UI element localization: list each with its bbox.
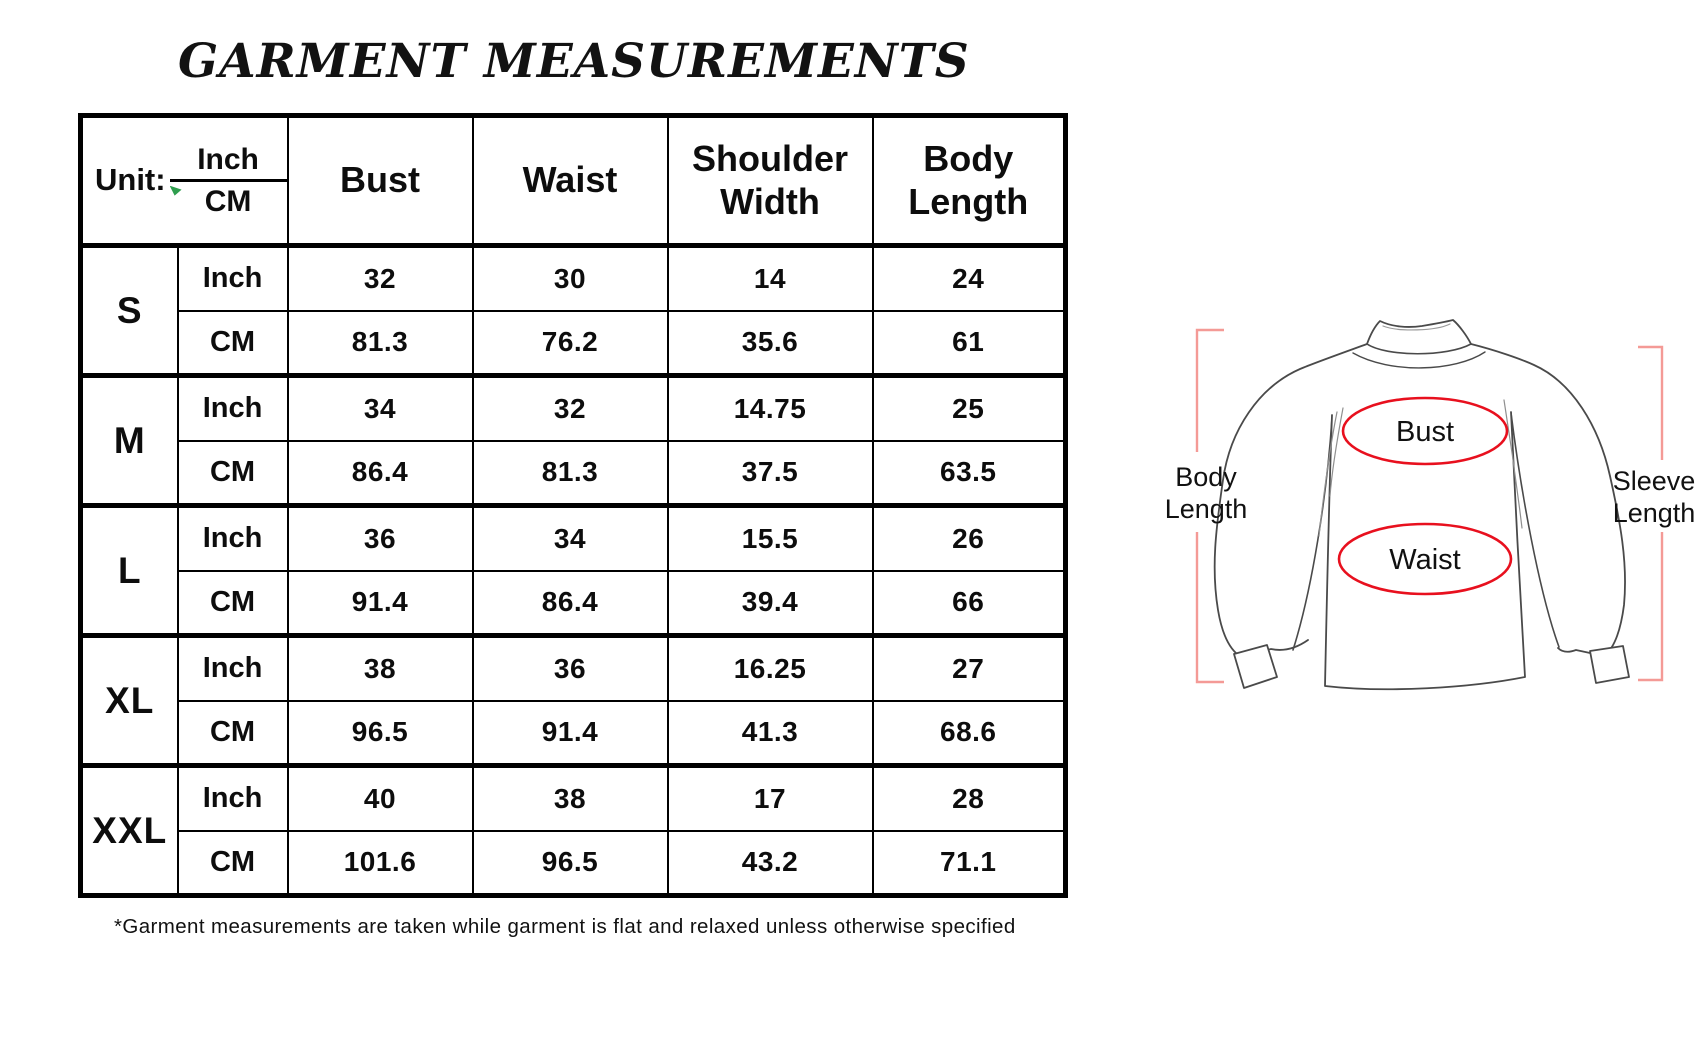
cell-value: 86.4	[471, 569, 669, 637]
cell-value: 14	[666, 243, 874, 312]
body-length-bracket	[1195, 328, 1224, 684]
unit-cell: Unit: Inch CM	[79, 114, 289, 247]
cell-value: 76.2	[471, 309, 669, 377]
sleeve-length-label: Length	[1613, 498, 1696, 528]
bust-label: Bust	[1396, 416, 1454, 448]
size-label-s: S	[79, 243, 179, 377]
cell-value: 101.6	[286, 829, 474, 897]
cell-value: 91.4	[286, 569, 474, 637]
cell-value: 39.4	[666, 569, 874, 637]
cell-value: 41.3	[666, 699, 874, 767]
cell-value: 36	[286, 503, 474, 572]
cell-value: 32	[286, 243, 474, 312]
cell-value: 71.1	[871, 829, 1067, 897]
cell-value: 96.5	[286, 699, 474, 767]
body-length-label: Length	[1165, 494, 1248, 524]
row-unit-cm: CM	[176, 309, 289, 377]
cell-value: 63.5	[871, 439, 1067, 507]
row-unit-inch: Inch	[176, 763, 289, 832]
sleeve-length-label: Sleeve	[1613, 466, 1696, 496]
size-label-xxl: XXL	[79, 763, 179, 897]
measurement-disclaimer: *Garment measurements are taken while ga…	[114, 915, 1016, 938]
cell-value: 38	[471, 763, 669, 832]
unit-cm-label: CM	[204, 185, 252, 218]
cell-value: 26	[871, 503, 1067, 572]
row-unit-inch: Inch	[176, 633, 289, 702]
cell-value: 81.3	[286, 309, 474, 377]
cell-value: 35.6	[666, 309, 874, 377]
row-unit-inch: Inch	[176, 243, 289, 312]
cell-value: 27	[871, 633, 1067, 702]
cell-value: 24	[871, 243, 1067, 312]
cell-value: 30	[471, 243, 669, 312]
row-unit-inch: Inch	[176, 503, 289, 572]
seam-detail	[1318, 411, 1338, 537]
cell-value: 36	[471, 633, 669, 702]
green-arrow-icon	[169, 185, 182, 196]
size-label-xl: XL	[79, 633, 179, 767]
garment-diagram: Bust Waist Body Length Sleeve Length	[1165, 319, 1696, 691]
table-row: CM 86.4 81.3 37.5 63.5	[81, 439, 1067, 507]
size-label-m: M	[79, 373, 179, 507]
unit-label: Unit:	[95, 162, 166, 198]
table-row: CM 101.6 96.5 43.2 71.1	[81, 829, 1067, 897]
column-header-bust: Bust	[286, 114, 474, 247]
cell-value: 96.5	[471, 829, 669, 897]
seam-detail	[1329, 407, 1344, 497]
cell-value: 61	[871, 309, 1067, 377]
cell-value: 86.4	[286, 439, 474, 507]
table-row: CM 81.3 76.2 35.6 61	[81, 309, 1067, 377]
column-header-shoulder-width: Shoulder Width	[666, 114, 874, 247]
header-row: Unit: Inch CM Bust Waist Shoulder Width …	[79, 114, 1067, 247]
row-unit-cm: CM	[176, 699, 289, 767]
row-unit-cm: CM	[176, 829, 289, 897]
cell-value: 43.2	[666, 829, 874, 897]
cell-value: 15.5	[666, 503, 874, 572]
cell-value: 66	[871, 569, 1067, 637]
cell-value: 38	[286, 633, 474, 702]
row-unit-cm: CM	[176, 569, 289, 637]
cell-value: 91.4	[471, 699, 669, 767]
table-row: M Inch 34 32 14.75 25	[79, 373, 1067, 507]
row-unit-cm: CM	[176, 439, 289, 507]
column-header-body-length: Body Length	[871, 114, 1067, 247]
column-header-waist: Waist	[471, 114, 669, 247]
page-title: GARMENT MEASUREMENTS	[178, 34, 970, 89]
waist-ellipse	[1337, 522, 1513, 596]
unit-inch-label: Inch	[169, 142, 286, 182]
cell-value: 17	[666, 763, 874, 832]
body-length-label: Body	[1175, 462, 1237, 492]
bust-ellipse	[1341, 396, 1509, 466]
cell-value: 40	[286, 763, 474, 832]
cell-value: 37.5	[666, 439, 874, 507]
table-row: CM 96.5 91.4 41.3 68.6	[81, 699, 1067, 767]
sleeve-length-bracket	[1638, 345, 1664, 682]
size-chart-table: Unit: Inch CM Bust Waist Shoulder Width …	[78, 113, 1068, 898]
cell-value: 25	[871, 373, 1067, 442]
unit-fraction: Inch CM	[169, 142, 286, 220]
cell-value: 14.75	[666, 373, 874, 442]
cell-value: 16.25	[666, 633, 874, 702]
cell-value: 34	[471, 503, 669, 572]
table-row: XXL Inch 40 38 17 28	[79, 763, 1067, 897]
table-row: S Inch 32 30 14 24	[79, 243, 1067, 377]
row-unit-inch: Inch	[176, 373, 289, 442]
cell-value: 32	[471, 373, 669, 442]
table-row: XL Inch 38 36 16.25 27	[79, 633, 1067, 767]
cell-value: 81.3	[471, 439, 669, 507]
seam-detail	[1503, 399, 1523, 529]
table-row: CM 91.4 86.4 39.4 66	[81, 569, 1067, 637]
cell-value: 68.6	[871, 699, 1067, 767]
size-label-l: L	[79, 503, 179, 637]
cell-value: 34	[286, 373, 474, 442]
garment-outline	[1213, 319, 1630, 691]
waist-label: Waist	[1389, 544, 1460, 576]
table-row: L Inch 36 34 15.5 26	[79, 503, 1067, 637]
cell-value: 28	[871, 763, 1067, 832]
